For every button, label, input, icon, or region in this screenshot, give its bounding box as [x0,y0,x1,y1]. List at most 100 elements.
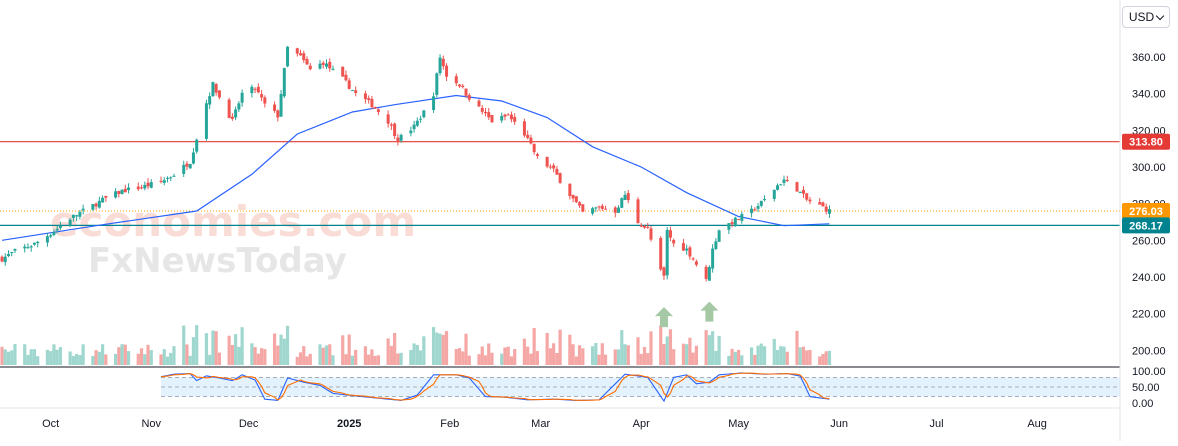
candle-body [159,180,163,182]
candle-body [623,194,627,200]
volume-bar [441,334,445,365]
volume-bar [805,350,809,365]
candle-body [396,137,400,143]
candle-body [58,226,62,228]
volume-bar [620,330,624,365]
volume-bar [6,351,11,365]
candle-body [740,213,744,221]
support-badge-label: 268.17 [1129,220,1163,232]
time-tick-label: Feb [440,418,459,430]
horizontal-levels [0,141,1120,226]
volume-bar [756,345,760,365]
candle-body [123,188,127,193]
candle-body [276,110,280,118]
candle-body [490,115,494,123]
buy-arrow-icon [654,307,673,328]
candle-body [237,103,241,110]
candle-body [172,175,176,177]
volume-bar [256,353,260,365]
volume-bar [185,344,189,365]
volume-bar [818,356,822,365]
volume-bar [91,355,95,365]
time-tick-label: 2025 [337,418,361,430]
volume-bar [250,343,254,365]
price-tick-label: 260.00 [1132,235,1166,247]
volume-bar [665,336,669,365]
buy-signal-arrows [654,301,719,328]
volume-bar [143,354,147,365]
candle-body [182,164,186,174]
volume-bar [68,351,72,365]
candle-body [282,68,286,97]
candle-body [393,123,397,137]
volume-bar [532,328,536,365]
volume-bar [775,350,780,365]
volume-bar [772,338,776,365]
volume-bar [730,348,734,365]
candle-body [78,212,82,217]
volume-bar [457,348,462,365]
volume-bar [626,345,630,365]
candle-body [162,180,166,183]
volume-bar [162,349,166,365]
candle-body [487,112,491,118]
stochastic-d-line [160,372,830,401]
volume-bar [808,349,812,365]
volume-bar [623,344,627,365]
volume-bar [298,352,303,365]
candle-body [214,84,218,93]
candle-body [286,46,290,67]
candle-body [127,187,131,190]
candle-body [672,239,676,244]
candle-body [23,246,27,249]
candle-body [659,238,663,270]
volume-bar [672,349,676,365]
price-axis[interactable]: 360.00340.00320.00300.00280.00260.00240.… [0,0,1166,441]
currency-selector[interactable]: USD [1122,6,1170,28]
candle-body [347,80,351,89]
candle-body [344,74,348,81]
volume-bar [208,354,212,365]
volume-bar [227,335,231,365]
candle-body [29,246,33,248]
volume-bar [418,350,423,365]
candle-body [529,137,533,144]
candle-body [555,168,559,175]
candle-body [117,191,121,194]
volume-bar [188,355,192,365]
candle-body [464,88,468,96]
candle-body [779,184,783,186]
candle-body [756,206,760,209]
candle-body [613,207,617,213]
volume-bar [100,344,105,365]
volume-bar [10,350,14,365]
volume-bar [363,346,368,365]
volume-bar [779,346,783,365]
candle-body [376,109,380,113]
volume-bar [49,351,53,365]
candle-body [302,53,306,61]
volume-bar [282,338,286,365]
candle-body [419,118,423,120]
candle-body [668,230,672,238]
resistance-badge [1122,133,1170,150]
volume-bar [214,331,218,365]
candle-body [363,93,367,100]
candle-body [295,48,299,54]
volume-bar [240,327,244,365]
candle-body [399,134,403,141]
volume-bar [733,351,737,365]
volume-bar [798,347,802,365]
volume-bar [259,348,264,365]
volume-bar [707,335,711,365]
volume-bar [483,355,488,365]
volume-bar [522,338,527,365]
volume-bar [646,353,650,365]
time-axis[interactable]: Oct Nov Dec 2025 Feb Mar Apr May Jun Jul Aug [42,418,1047,430]
watermark-line2: FxNewsToday [88,241,347,281]
volume-bar [590,346,595,365]
candle-body [626,193,630,201]
buy-arrow-icon [700,301,719,322]
candle-body [146,182,150,187]
